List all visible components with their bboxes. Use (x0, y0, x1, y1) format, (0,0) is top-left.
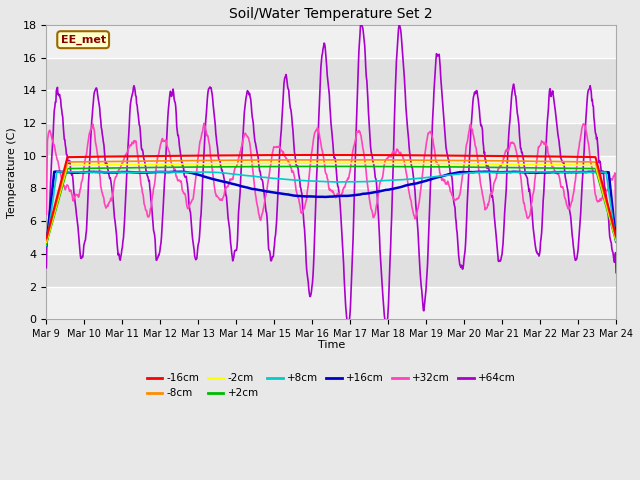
+32cm (200, 120, 208, 126)
-8cm (254, 157, 262, 163)
Bar (46, 25, 616, 58)
-8cm (117, 158, 125, 164)
-2cm (455, 161, 463, 167)
-8cm (576, 159, 584, 165)
Bar (46, 254, 616, 287)
-2cm (117, 162, 125, 168)
Line: +2cm: +2cm (46, 167, 616, 244)
Line: -16cm: -16cm (46, 155, 616, 238)
+8cm (42, 243, 50, 249)
+16cm (53, 169, 61, 175)
+64cm (254, 154, 262, 159)
-8cm (612, 236, 620, 242)
Line: +8cm: +8cm (46, 172, 616, 246)
-16cm (337, 152, 345, 158)
-2cm (42, 240, 50, 245)
+16cm (612, 238, 620, 244)
+32cm (576, 139, 584, 145)
Legend: -16cm, -8cm, -2cm, +2cm, +8cm, +16cm, +32cm, +64cm: -16cm, -8cm, -2cm, +2cm, +8cm, +16cm, +3… (143, 369, 520, 403)
+8cm (66, 169, 74, 175)
Text: EE_met: EE_met (61, 35, 106, 45)
Bar (46, 123, 616, 156)
+2cm (455, 164, 463, 170)
+16cm (337, 193, 345, 199)
-8cm (193, 157, 201, 163)
-2cm (193, 161, 201, 167)
X-axis label: Time: Time (317, 340, 345, 350)
-16cm (612, 233, 620, 239)
+32cm (612, 228, 620, 234)
Line: +16cm: +16cm (46, 172, 616, 245)
+2cm (117, 165, 125, 171)
-16cm (117, 154, 125, 159)
+16cm (455, 169, 463, 175)
+2cm (612, 240, 620, 245)
+32cm (42, 212, 50, 217)
+32cm (455, 195, 463, 201)
+64cm (383, 324, 390, 330)
+2cm (42, 241, 50, 247)
Y-axis label: Temperature (C): Temperature (C) (7, 127, 17, 217)
-8cm (42, 238, 50, 244)
+64cm (456, 258, 463, 264)
+64cm (357, 19, 365, 24)
+8cm (337, 179, 345, 185)
+8cm (576, 169, 584, 175)
+8cm (455, 171, 463, 177)
Bar (46, 90, 616, 123)
+32cm (117, 164, 125, 169)
-8cm (455, 157, 463, 163)
-8cm (347, 157, 355, 163)
+64cm (576, 218, 584, 224)
+16cm (118, 169, 125, 175)
+8cm (255, 174, 262, 180)
-8cm (337, 157, 344, 163)
Line: -8cm: -8cm (46, 160, 616, 241)
Bar (46, 156, 616, 189)
Title: Soil/Water Temperature Set 2: Soil/Water Temperature Set 2 (229, 7, 433, 21)
Bar (46, 221, 616, 254)
Line: +32cm: +32cm (46, 123, 616, 231)
+16cm (194, 172, 202, 178)
-16cm (455, 153, 463, 158)
+64cm (612, 270, 620, 276)
+16cm (42, 242, 50, 248)
+2cm (337, 164, 344, 169)
-2cm (254, 160, 262, 166)
+32cm (337, 193, 345, 199)
-16cm (42, 235, 50, 241)
-2cm (337, 160, 345, 166)
+16cm (255, 187, 262, 193)
-16cm (576, 154, 584, 160)
+8cm (194, 169, 202, 175)
-2cm (307, 160, 314, 166)
+64cm (117, 254, 125, 260)
Line: -2cm: -2cm (46, 163, 616, 242)
-2cm (576, 162, 584, 168)
-16cm (193, 153, 201, 158)
+64cm (337, 206, 344, 212)
+64cm (193, 250, 201, 256)
+2cm (254, 164, 262, 169)
-2cm (612, 238, 620, 243)
Bar (46, 58, 616, 90)
Bar (46, 189, 616, 221)
+8cm (612, 239, 620, 245)
+2cm (193, 164, 201, 170)
-16cm (254, 152, 262, 158)
+32cm (193, 162, 201, 168)
+2cm (576, 166, 584, 171)
+64cm (42, 265, 50, 271)
+8cm (118, 169, 125, 175)
+16cm (576, 169, 584, 175)
+2cm (355, 164, 363, 169)
Line: +64cm: +64cm (46, 22, 616, 327)
+32cm (255, 211, 262, 216)
-16cm (314, 152, 321, 158)
Bar (46, 287, 616, 319)
